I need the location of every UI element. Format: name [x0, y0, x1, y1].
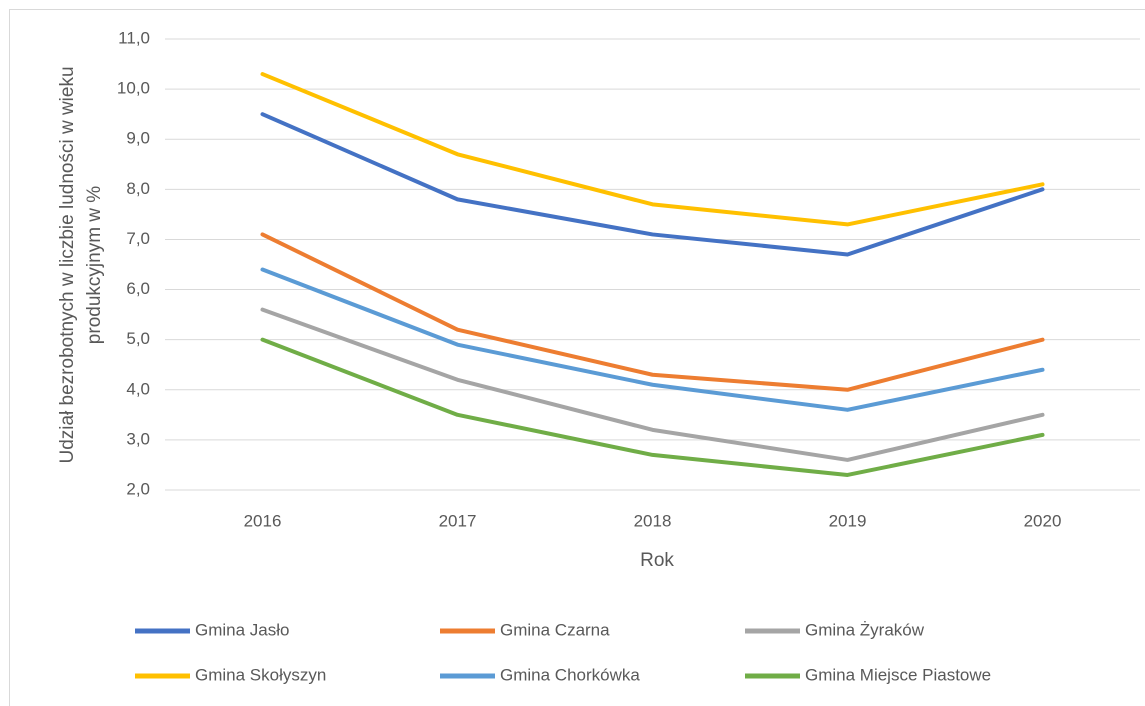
x-tick-label: 2020: [1024, 511, 1062, 530]
y-tick-label: 7,0: [126, 229, 150, 248]
y-tick-label: 10,0: [117, 79, 150, 98]
legend-label: Gmina Miejsce Piastowe: [805, 665, 991, 684]
series-line: [260, 232, 1045, 392]
y-axis-label: Udział bezrobotnych w liczbie ludności w…: [57, 66, 78, 463]
chart-frame: [9, 9, 1145, 706]
y-axis-label: produkcyjnym w %: [84, 186, 105, 344]
x-tick-label: 2018: [634, 511, 672, 530]
x-axis-label: Rok: [640, 550, 674, 571]
x-tick-label: 2019: [829, 511, 867, 530]
series-line: [260, 267, 1045, 412]
y-tick-label: 4,0: [126, 379, 150, 398]
y-tick-label: 6,0: [126, 279, 150, 298]
legend-label: Gmina Skołyszyn: [195, 665, 326, 684]
x-tick-label: 2017: [439, 511, 477, 530]
series-line: [260, 72, 1045, 227]
legend-label: Gmina Chorkówka: [500, 665, 640, 684]
series-line: [260, 112, 1045, 257]
y-tick-label: 11,0: [118, 28, 150, 47]
legend-label: Gmina Czarna: [500, 620, 610, 639]
legend-label: Gmina Jasło: [195, 620, 289, 639]
y-tick-label: 9,0: [126, 129, 150, 148]
x-tick-label: 2016: [244, 511, 282, 530]
y-tick-label: 2,0: [126, 479, 150, 498]
y-tick-label: 3,0: [126, 429, 150, 448]
y-tick-label: 8,0: [126, 179, 150, 198]
y-tick-label: 5,0: [126, 329, 150, 348]
legend-label: Gmina Żyraków: [805, 620, 925, 639]
series-line: [260, 307, 1045, 462]
series-line: [260, 337, 1045, 477]
